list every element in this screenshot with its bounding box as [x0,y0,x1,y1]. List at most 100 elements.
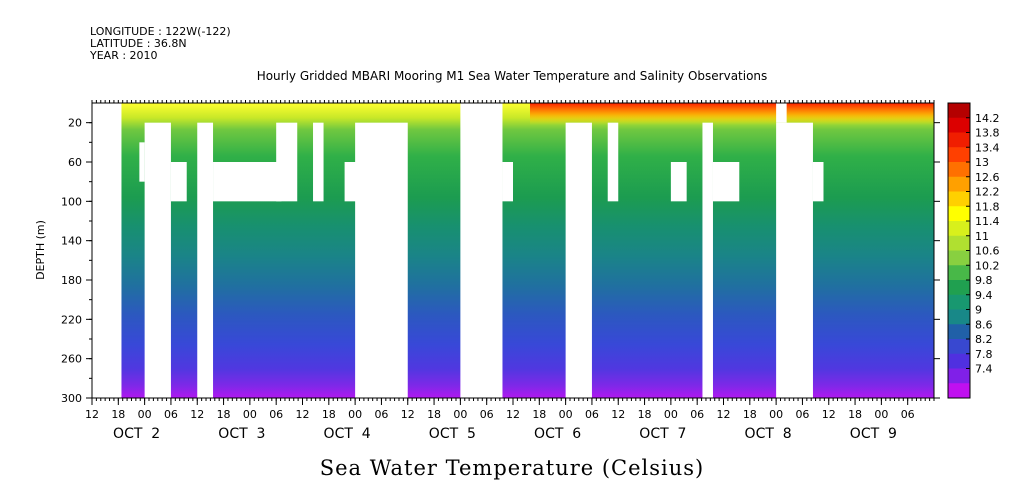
x-hour-tick-label: 18 [532,408,546,421]
missing-data-gap [776,122,813,399]
x-hour-tick-label: 12 [401,408,415,421]
missing-data-mask [92,103,824,399]
colorbar-label: 11.4 [975,215,1000,228]
colorbar-label: 13.8 [975,127,1000,140]
y-tick-label: 180 [61,274,82,287]
colorbar-swatch [948,339,970,355]
x-hour-tick-label: 00 [769,408,783,421]
colorbar-label: 11 [975,230,989,243]
missing-data-gap [502,162,513,202]
y-tick-label: 260 [61,353,82,366]
colorbar-swatch [948,324,970,340]
x-hour-tick-label: 00 [138,408,152,421]
missing-data-gap [565,122,592,399]
x-hour-tick-label: 18 [217,408,231,421]
x-hour-tick-label: 06 [480,408,494,421]
x-date-label: OCT 9 [850,426,897,442]
x-date-label: OCT 2 [113,426,160,442]
x-hour-tick-label: 00 [664,408,678,421]
y-tick-label: 60 [68,156,82,169]
colorbar-label: 14.2 [975,112,1000,125]
colorbar-swatch [948,221,970,237]
x-hour-tick-label: 00 [243,408,257,421]
x-axis: 12 18 00 06 12 18 00 06 12 18 00 06 12 18 00 06 12 18 00 06… [85,100,935,442]
missing-data-gap [139,142,145,182]
x-hour-tick-label: 12 [296,408,310,421]
x-hour-tick-label: 18 [848,408,862,421]
missing-data-gap [170,162,187,202]
colorbar-swatch [948,294,970,310]
colorbar-label: 9 [975,304,982,317]
x-hour-tick-label: 12 [85,408,99,421]
variable-label: Sea Water Temperature (Celsius) [320,456,705,480]
x-date-label: OCT 4 [324,426,371,442]
x-hour-tick-label: 06 [164,408,178,421]
x-date-label: OCT 7 [639,426,686,442]
x-hour-tick-label: 00 [874,408,888,421]
colorbar-label: 12.2 [975,186,1000,199]
colorbar-swatch [948,235,970,251]
latitude-label: LATITUDE : 36.8N [90,37,187,50]
y-tick-label: 140 [61,235,82,248]
missing-data-gap [276,122,298,202]
colorbar-swatch [948,162,970,178]
y-tick-label: 220 [61,313,82,326]
colorbar-label: 9.4 [975,289,993,302]
missing-data-gap [812,162,824,202]
missing-data-gap [144,122,171,399]
x-hour-tick-label: 12 [190,408,204,421]
colorbar-swatch [948,280,970,296]
missing-data-gap [712,162,740,202]
x-hour-tick-label: 18 [111,408,125,421]
chart-title: Hourly Gridded MBARI Mooring M1 Sea Wate… [257,69,768,83]
colorbar-label: 13 [975,156,989,169]
x-hour-tick-label: 06 [795,408,809,421]
colorbar-label: 13.4 [975,141,1000,154]
missing-data-gap [460,103,503,398]
colorbar-label: 12.6 [975,171,1000,184]
x-hour-tick-label: 18 [638,408,652,421]
missing-data-gap [213,162,282,202]
missing-data-gap [607,122,619,202]
y-axis-label: DEPTH (m) [34,220,47,280]
y-axis: 20 60 100 140 180 220 260 300 [61,117,940,405]
x-date-label: OCT 6 [534,426,581,442]
x-hour-tick-label: 18 [322,408,336,421]
missing-data-gap [197,122,214,399]
colorbar-swatch [948,383,970,399]
longitude-label: LONGITUDE : 122W(-122) [90,25,231,38]
colorbar-swatch [948,117,970,133]
colorbar-swatch [948,353,970,369]
x-hour-tick-label: 12 [506,408,520,421]
missing-data-gap [776,103,787,123]
colorbar-swatch [948,191,970,207]
missing-data-gap [670,162,687,202]
colorbar-label: 7.4 [975,363,993,376]
colorbar-label: 8.6 [975,318,993,331]
y-tick-label: 20 [68,117,82,130]
x-hour-tick-label: 12 [611,408,625,421]
colorbar-label: 10.6 [975,245,1000,258]
colorbar-swatch [948,206,970,222]
colorbar-swatch [948,368,970,384]
colorbar-swatch [948,176,970,192]
x-date-label: OCT 3 [218,426,265,442]
colorbar-label: 9.8 [975,274,993,287]
y-tick-label: 300 [61,392,82,405]
colorbar-label: 10.2 [975,259,1000,272]
x-hour-tick-label: 00 [559,408,573,421]
colorbar-swatch [948,147,970,163]
x-hour-tick-label: 06 [269,408,283,421]
colorbar-label: 7.8 [975,348,993,361]
x-date-label: OCT 5 [429,426,476,442]
missing-data-gap [92,103,122,398]
x-hour-tick-label: 18 [743,408,757,421]
colorbar-swatch [948,103,970,119]
x-date-label: OCT 8 [745,426,792,442]
colorbar-swatch [948,309,970,325]
warm-surface-layer [530,103,934,125]
missing-data-gap [702,122,713,399]
y-tick-label: 100 [61,195,82,208]
year-label: YEAR : 2010 [89,49,158,62]
colorbar-swatch [948,132,970,148]
